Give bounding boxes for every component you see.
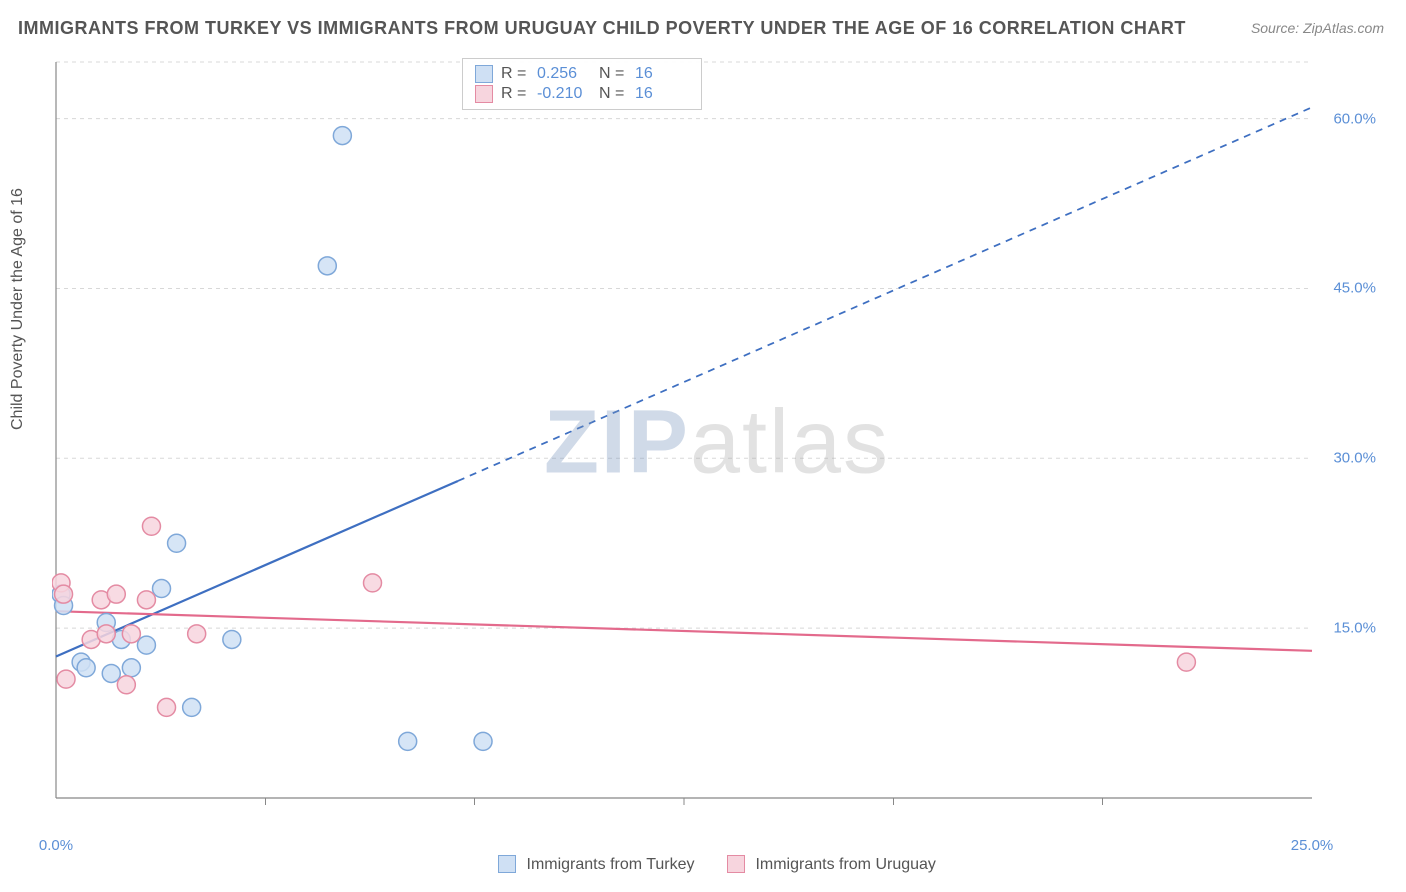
legend-label-uruguay: Immigrants from Uruguay	[755, 856, 936, 873]
n-label: N =	[599, 85, 627, 103]
y-axis-label: Child Poverty Under the Age of 16	[9, 188, 27, 430]
legend-swatch-turkey	[498, 855, 516, 873]
stats-row-turkey: R = 0.256 N = 16	[475, 65, 689, 83]
r-label: R =	[501, 65, 529, 83]
stats-legend-box: R = 0.256 N = 16 R = -0.210 N = 16	[462, 58, 702, 110]
r-label: R =	[501, 85, 529, 103]
swatch-uruguay	[475, 85, 493, 103]
watermark-bold: ZIP	[544, 393, 690, 493]
y-tick-label: 45.0%	[1333, 280, 1376, 297]
swatch-turkey	[475, 65, 493, 83]
x-tick-label: 25.0%	[1291, 837, 1334, 854]
legend-label-turkey: Immigrants from Turkey	[527, 856, 695, 873]
y-tick-label: 30.0%	[1333, 450, 1376, 467]
watermark: ZIPatlas	[544, 392, 890, 495]
n-label: N =	[599, 65, 627, 83]
r-value: -0.210	[537, 85, 591, 103]
chart-title: IMMIGRANTS FROM TURKEY VS IMMIGRANTS FRO…	[18, 18, 1186, 39]
stats-row-uruguay: R = -0.210 N = 16	[475, 85, 689, 103]
watermark-rest: atlas	[690, 393, 890, 493]
y-tick-label: 15.0%	[1333, 620, 1376, 637]
r-value: 0.256	[537, 65, 591, 83]
bottom-legend: Immigrants from Turkey Immigrants from U…	[0, 855, 1406, 874]
legend-swatch-uruguay	[727, 855, 745, 873]
n-value: 16	[635, 85, 689, 103]
x-tick-label: 0.0%	[39, 837, 73, 854]
source-credit: Source: ZipAtlas.com	[1251, 20, 1384, 36]
y-tick-label: 60.0%	[1333, 110, 1376, 127]
chart-plot-area: ZIPatlas R = 0.256 N = 16 R = -0.210 N =…	[52, 58, 1382, 828]
n-value: 16	[635, 65, 689, 83]
